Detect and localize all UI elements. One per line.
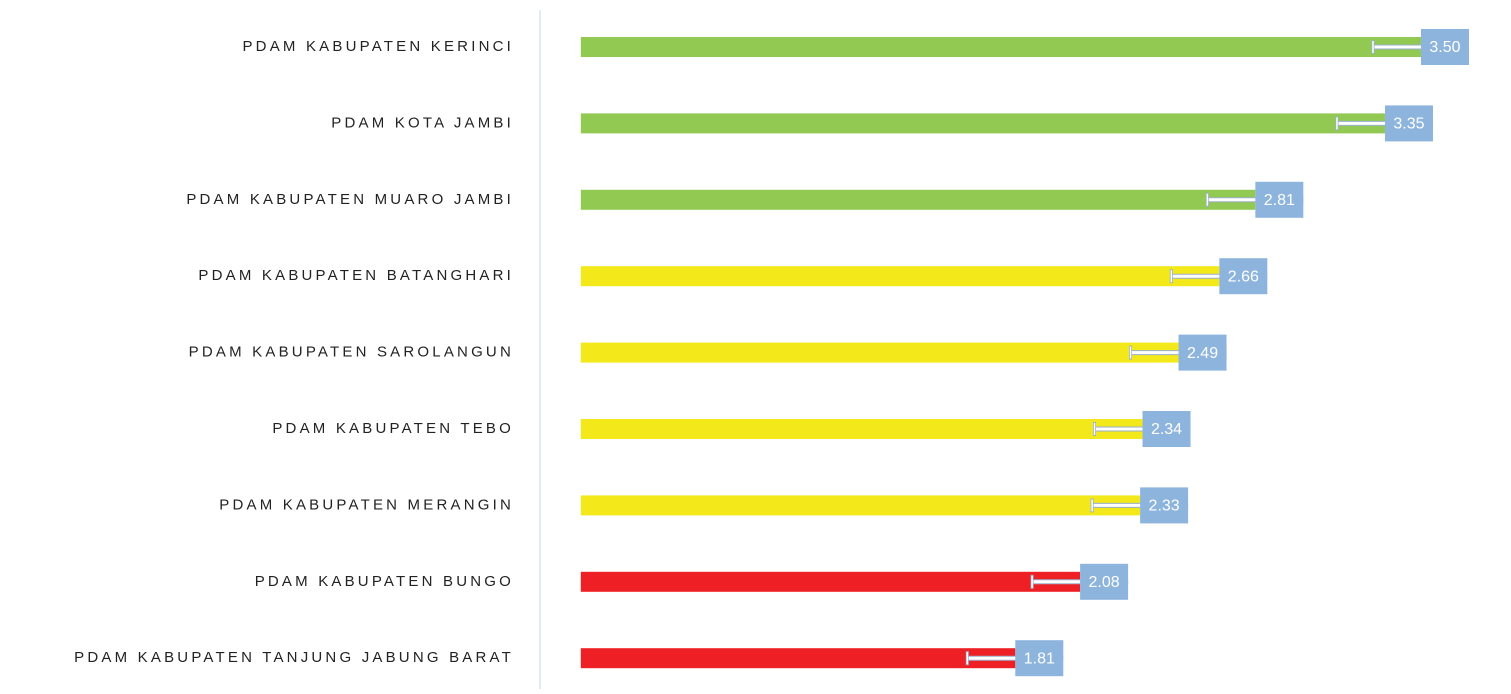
category-label: PDAM KABUPATEN MUARO JAMBI [186,191,514,208]
category-label: PDAM KABUPATEN TEBO [272,420,514,437]
category-label: PDAM KABUPATEN MERANGIN [219,496,514,513]
category-label: PDAM KABUPATEN TANJUNG JABUNG BARAT [74,649,514,666]
value-label-box [1255,181,1304,218]
bar [580,342,1179,363]
category-label: PDAM KABUPATEN KERINCI [242,38,514,55]
bar [580,266,1220,287]
value-label: 3.50 [1429,39,1460,56]
value-label-box [1420,29,1469,65]
bar [580,189,1256,210]
bar [580,37,1421,57]
bar [580,495,1141,516]
value-label-box [1140,487,1189,524]
value-label-box [1142,411,1191,447]
value-label-box [1080,563,1129,600]
value-label: 2.34 [1151,421,1182,438]
category-label: PDAM KABUPATEN SAROLANGUN [189,344,514,361]
bar [580,419,1143,439]
value-label-box [1384,105,1433,142]
value-label: 2.49 [1187,345,1218,362]
value-label-box [1015,640,1064,677]
bar [580,113,1385,134]
value-label: 3.35 [1393,116,1424,133]
value-label: 1.81 [1024,650,1055,667]
value-label-box [1219,258,1268,295]
value-label: 2.33 [1149,498,1180,515]
category-label: PDAM KABUPATEN BATANGHARI [198,267,514,284]
category-label: PDAM KABUPATEN BUNGO [255,573,514,590]
bar [580,571,1081,592]
value-label: 2.81 [1264,192,1295,209]
value-label: 2.08 [1089,574,1120,591]
value-label-box [1178,334,1227,371]
value-label: 2.66 [1228,268,1259,285]
bar [580,648,1016,669]
category-label: PDAM KOTA JAMBI [331,114,514,131]
